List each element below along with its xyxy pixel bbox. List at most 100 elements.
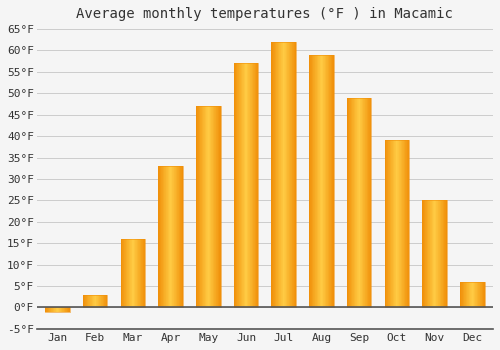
Bar — [68, 307, 69, 312]
Bar — [237, 63, 238, 307]
Bar — [122, 239, 123, 307]
Bar — [362, 98, 363, 307]
Bar — [443, 201, 444, 307]
Bar — [386, 140, 387, 307]
Bar — [199, 106, 200, 307]
Bar — [161, 166, 162, 307]
Bar — [290, 42, 291, 307]
Bar — [276, 42, 277, 307]
Bar — [158, 166, 159, 307]
Bar — [215, 106, 216, 307]
Bar — [369, 98, 370, 307]
Bar — [424, 201, 425, 307]
Bar — [241, 63, 242, 307]
Bar — [134, 239, 136, 307]
Bar — [141, 239, 142, 307]
Bar — [132, 239, 133, 307]
Bar — [367, 98, 368, 307]
Bar — [103, 295, 104, 307]
Bar — [370, 98, 371, 307]
Bar — [431, 201, 432, 307]
Bar — [291, 42, 292, 307]
Bar — [102, 295, 103, 307]
Bar — [423, 201, 424, 307]
Bar — [472, 282, 473, 307]
Bar — [358, 98, 359, 307]
Bar — [465, 282, 466, 307]
Bar — [198, 106, 199, 307]
Bar — [476, 282, 477, 307]
Bar — [209, 106, 210, 307]
Bar — [361, 98, 362, 307]
Bar — [473, 282, 474, 307]
Bar — [172, 166, 173, 307]
Bar — [202, 106, 203, 307]
Bar — [182, 166, 183, 307]
Bar — [85, 295, 86, 307]
Bar — [246, 63, 248, 307]
Bar — [403, 140, 404, 307]
Bar — [144, 239, 145, 307]
Bar — [253, 63, 254, 307]
Bar — [212, 106, 213, 307]
Bar — [436, 201, 437, 307]
Bar — [126, 239, 127, 307]
Bar — [97, 295, 98, 307]
Bar — [426, 201, 427, 307]
Bar — [364, 98, 366, 307]
Bar — [127, 239, 128, 307]
Bar — [94, 295, 95, 307]
Bar — [206, 106, 207, 307]
Bar — [438, 201, 439, 307]
Bar — [350, 98, 351, 307]
Bar — [47, 307, 48, 312]
Bar — [106, 295, 107, 307]
Bar — [48, 307, 49, 312]
Bar — [120, 239, 121, 307]
Bar — [99, 295, 100, 307]
Bar — [213, 106, 214, 307]
Bar — [312, 55, 313, 307]
Bar — [469, 282, 470, 307]
Bar — [318, 55, 319, 307]
Bar — [311, 55, 312, 307]
Bar — [325, 55, 326, 307]
Bar — [471, 282, 472, 307]
Bar — [170, 166, 171, 307]
Bar — [363, 98, 364, 307]
Bar — [181, 166, 182, 307]
Bar — [169, 166, 170, 307]
Bar — [238, 63, 240, 307]
Bar — [332, 55, 333, 307]
Bar — [61, 307, 62, 312]
Bar — [402, 140, 403, 307]
Bar — [123, 239, 124, 307]
Bar — [283, 42, 284, 307]
Bar — [347, 98, 348, 307]
Bar — [324, 55, 325, 307]
Bar — [164, 166, 165, 307]
Bar — [252, 63, 253, 307]
Bar — [50, 307, 51, 312]
Bar — [236, 63, 237, 307]
Bar — [468, 282, 469, 307]
Bar — [284, 42, 285, 307]
Bar — [257, 63, 258, 307]
Bar — [249, 63, 250, 307]
Bar — [125, 239, 126, 307]
Bar — [54, 307, 55, 312]
Bar — [96, 295, 97, 307]
Bar — [352, 98, 353, 307]
Bar — [294, 42, 295, 307]
Bar — [397, 140, 398, 307]
Bar — [89, 295, 90, 307]
Bar — [355, 98, 356, 307]
Bar — [217, 106, 218, 307]
Bar — [327, 55, 328, 307]
Bar — [179, 166, 180, 307]
Bar — [174, 166, 175, 307]
Bar — [57, 307, 58, 312]
Bar — [349, 98, 350, 307]
Bar — [463, 282, 464, 307]
Bar — [91, 295, 92, 307]
